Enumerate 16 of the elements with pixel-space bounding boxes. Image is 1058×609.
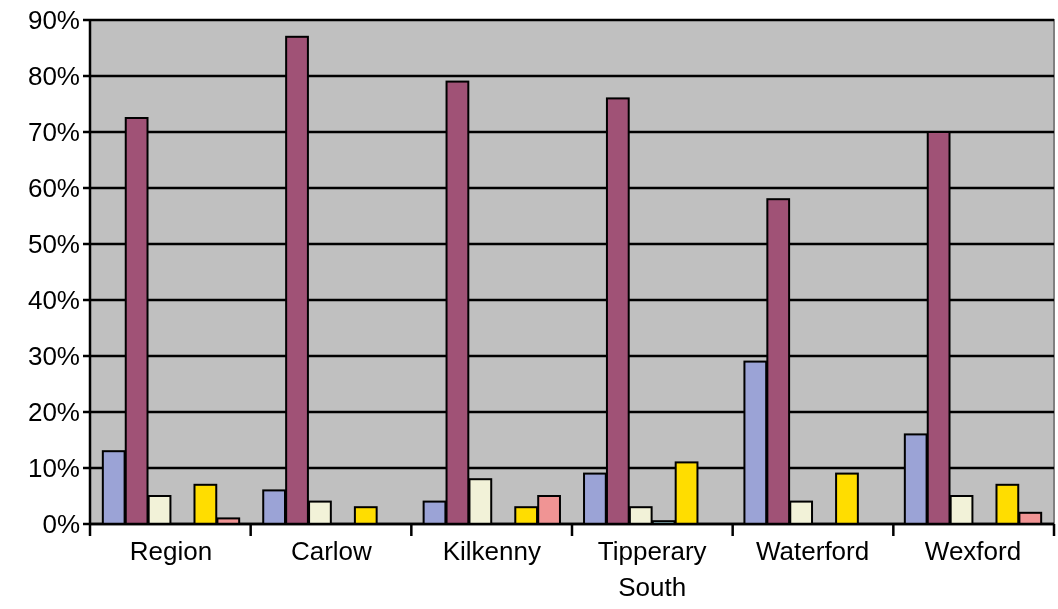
x-tick-label: Waterford xyxy=(756,536,870,566)
y-tick-label: 20% xyxy=(27,397,80,428)
x-tick-label: Kilkenny xyxy=(442,536,541,566)
y-tick-label: 70% xyxy=(27,117,80,148)
y-tick-label: 40% xyxy=(27,285,80,316)
y-tick-label: 50% xyxy=(27,229,80,260)
y-tick-label: 60% xyxy=(27,173,80,204)
x-tick-label: Wexford xyxy=(924,536,1022,566)
y-tick-label: 0% xyxy=(42,509,80,540)
x-tick-label: Carlow xyxy=(290,536,373,566)
y-tick-label: 10% xyxy=(27,453,80,484)
x-tick-label: Region xyxy=(129,536,213,566)
y-tick-label: 30% xyxy=(27,341,80,372)
y-tick-label: 90% xyxy=(27,5,80,36)
x-tick-label: Tipperary South xyxy=(597,536,707,602)
y-tick-label: 80% xyxy=(27,61,80,92)
